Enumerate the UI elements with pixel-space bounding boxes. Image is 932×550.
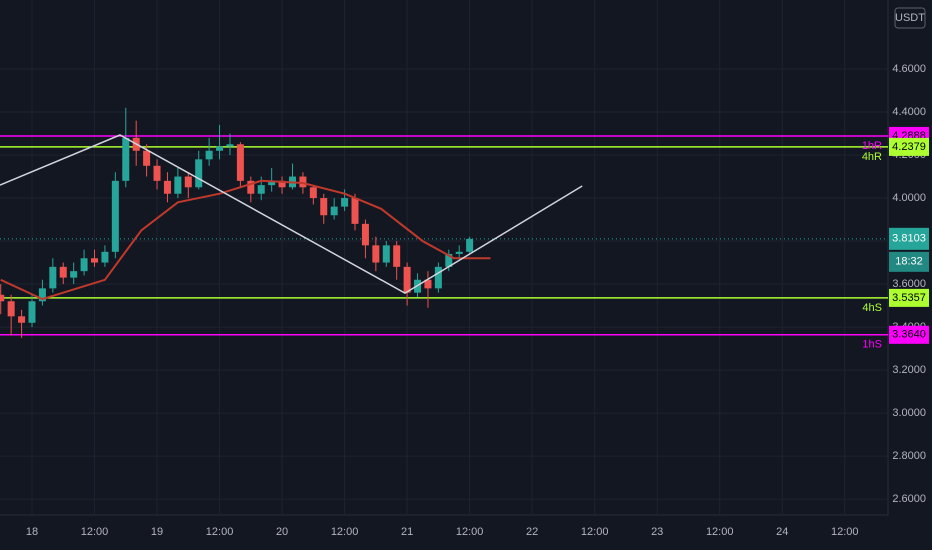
candle-body <box>0 294 5 302</box>
x-tick-label: 12:00 <box>456 526 484 538</box>
level-tag: 1hR <box>862 140 882 152</box>
candle-body <box>174 176 182 194</box>
y-tick-label: 2.6000 <box>892 493 926 505</box>
candle-body <box>445 253 453 267</box>
level-tag: 1hS <box>862 339 882 351</box>
level-price-label: 3.5357 <box>892 292 926 304</box>
candle-body <box>163 180 171 194</box>
x-tick-label: 12:00 <box>331 526 359 538</box>
last-price-box <box>889 227 929 250</box>
candle-body <box>91 258 99 263</box>
x-tick-label: 12:00 <box>706 526 734 538</box>
y-tick-label: 4.0000 <box>892 192 926 204</box>
candle-body <box>393 245 401 267</box>
x-tick-label: 22 <box>526 526 538 538</box>
currency: USDT <box>895 12 925 24</box>
candle-body <box>226 144 234 147</box>
candle-body <box>28 301 36 323</box>
x-tick-label: 12:00 <box>581 526 609 538</box>
x-tick-label: 12:00 <box>206 526 234 538</box>
level-price-label: 4.2379 <box>892 141 926 153</box>
candle-body <box>153 165 161 181</box>
candle-body <box>49 266 57 289</box>
trendline <box>0 134 583 294</box>
candle-body <box>122 137 130 181</box>
x-tick-label: 18 <box>26 526 38 538</box>
candle-body <box>278 180 286 188</box>
candle-body <box>143 150 151 166</box>
candle-body <box>7 301 15 317</box>
x-tick-label: 12:00 <box>831 526 859 538</box>
y-tick-label: 2.8000 <box>892 450 926 462</box>
candle-body <box>299 176 307 188</box>
candle-body <box>70 271 78 278</box>
countdown-box <box>889 251 929 272</box>
y-tick-label: 3.0000 <box>892 407 926 419</box>
x-tick-label: 19 <box>151 526 163 538</box>
candle-body <box>111 180 119 252</box>
x-tick-label: 20 <box>276 526 288 538</box>
level-tag: 4hS <box>862 302 882 314</box>
candle-body <box>216 146 224 151</box>
candle-body <box>382 245 390 263</box>
candle-body <box>257 185 265 194</box>
candle-body <box>455 251 463 254</box>
currency-box[interactable] <box>894 7 926 29</box>
candle-body <box>38 288 46 302</box>
level-tag: 4hR <box>862 151 882 163</box>
candle-body <box>341 198 349 207</box>
y-tick-label: 3.2000 <box>892 364 926 376</box>
candle-body <box>101 251 109 263</box>
candle-body <box>247 180 255 194</box>
candle-body <box>351 198 359 224</box>
candle-body <box>59 266 67 278</box>
candle-body <box>372 245 380 263</box>
x-tick-label: 24 <box>776 526 788 538</box>
level-price-box <box>889 137 929 156</box>
level-price-label: 3.3640 <box>892 329 926 341</box>
y-tick-label: 3.6000 <box>892 278 926 290</box>
candle-body <box>403 266 411 293</box>
candle-body <box>18 316 26 323</box>
x-tick-label: 21 <box>401 526 413 538</box>
candle-body <box>424 279 432 289</box>
candle-body <box>434 266 442 289</box>
level-price-box <box>889 288 929 307</box>
last-price-label: 3.8103 <box>892 233 926 245</box>
candle-body <box>184 176 192 188</box>
x-tick-label: 23 <box>651 526 663 538</box>
countdown-label: 18:32 <box>895 256 923 268</box>
candle-body <box>330 206 338 216</box>
moving-average <box>0 179 491 301</box>
y-tick-label: 4.6000 <box>892 63 926 75</box>
candle-body <box>309 187 317 199</box>
level-price-box <box>889 325 929 344</box>
candle-body <box>80 258 88 272</box>
candle-body <box>361 223 369 246</box>
candle-body <box>195 159 203 188</box>
candle-body <box>320 198 328 216</box>
x-tick-label: 12:00 <box>81 526 109 538</box>
candle-body <box>236 144 244 181</box>
candle-body <box>205 150 213 160</box>
candle-body <box>268 180 276 186</box>
candle-body <box>466 238 474 252</box>
y-tick-label: 4.4000 <box>892 106 926 118</box>
